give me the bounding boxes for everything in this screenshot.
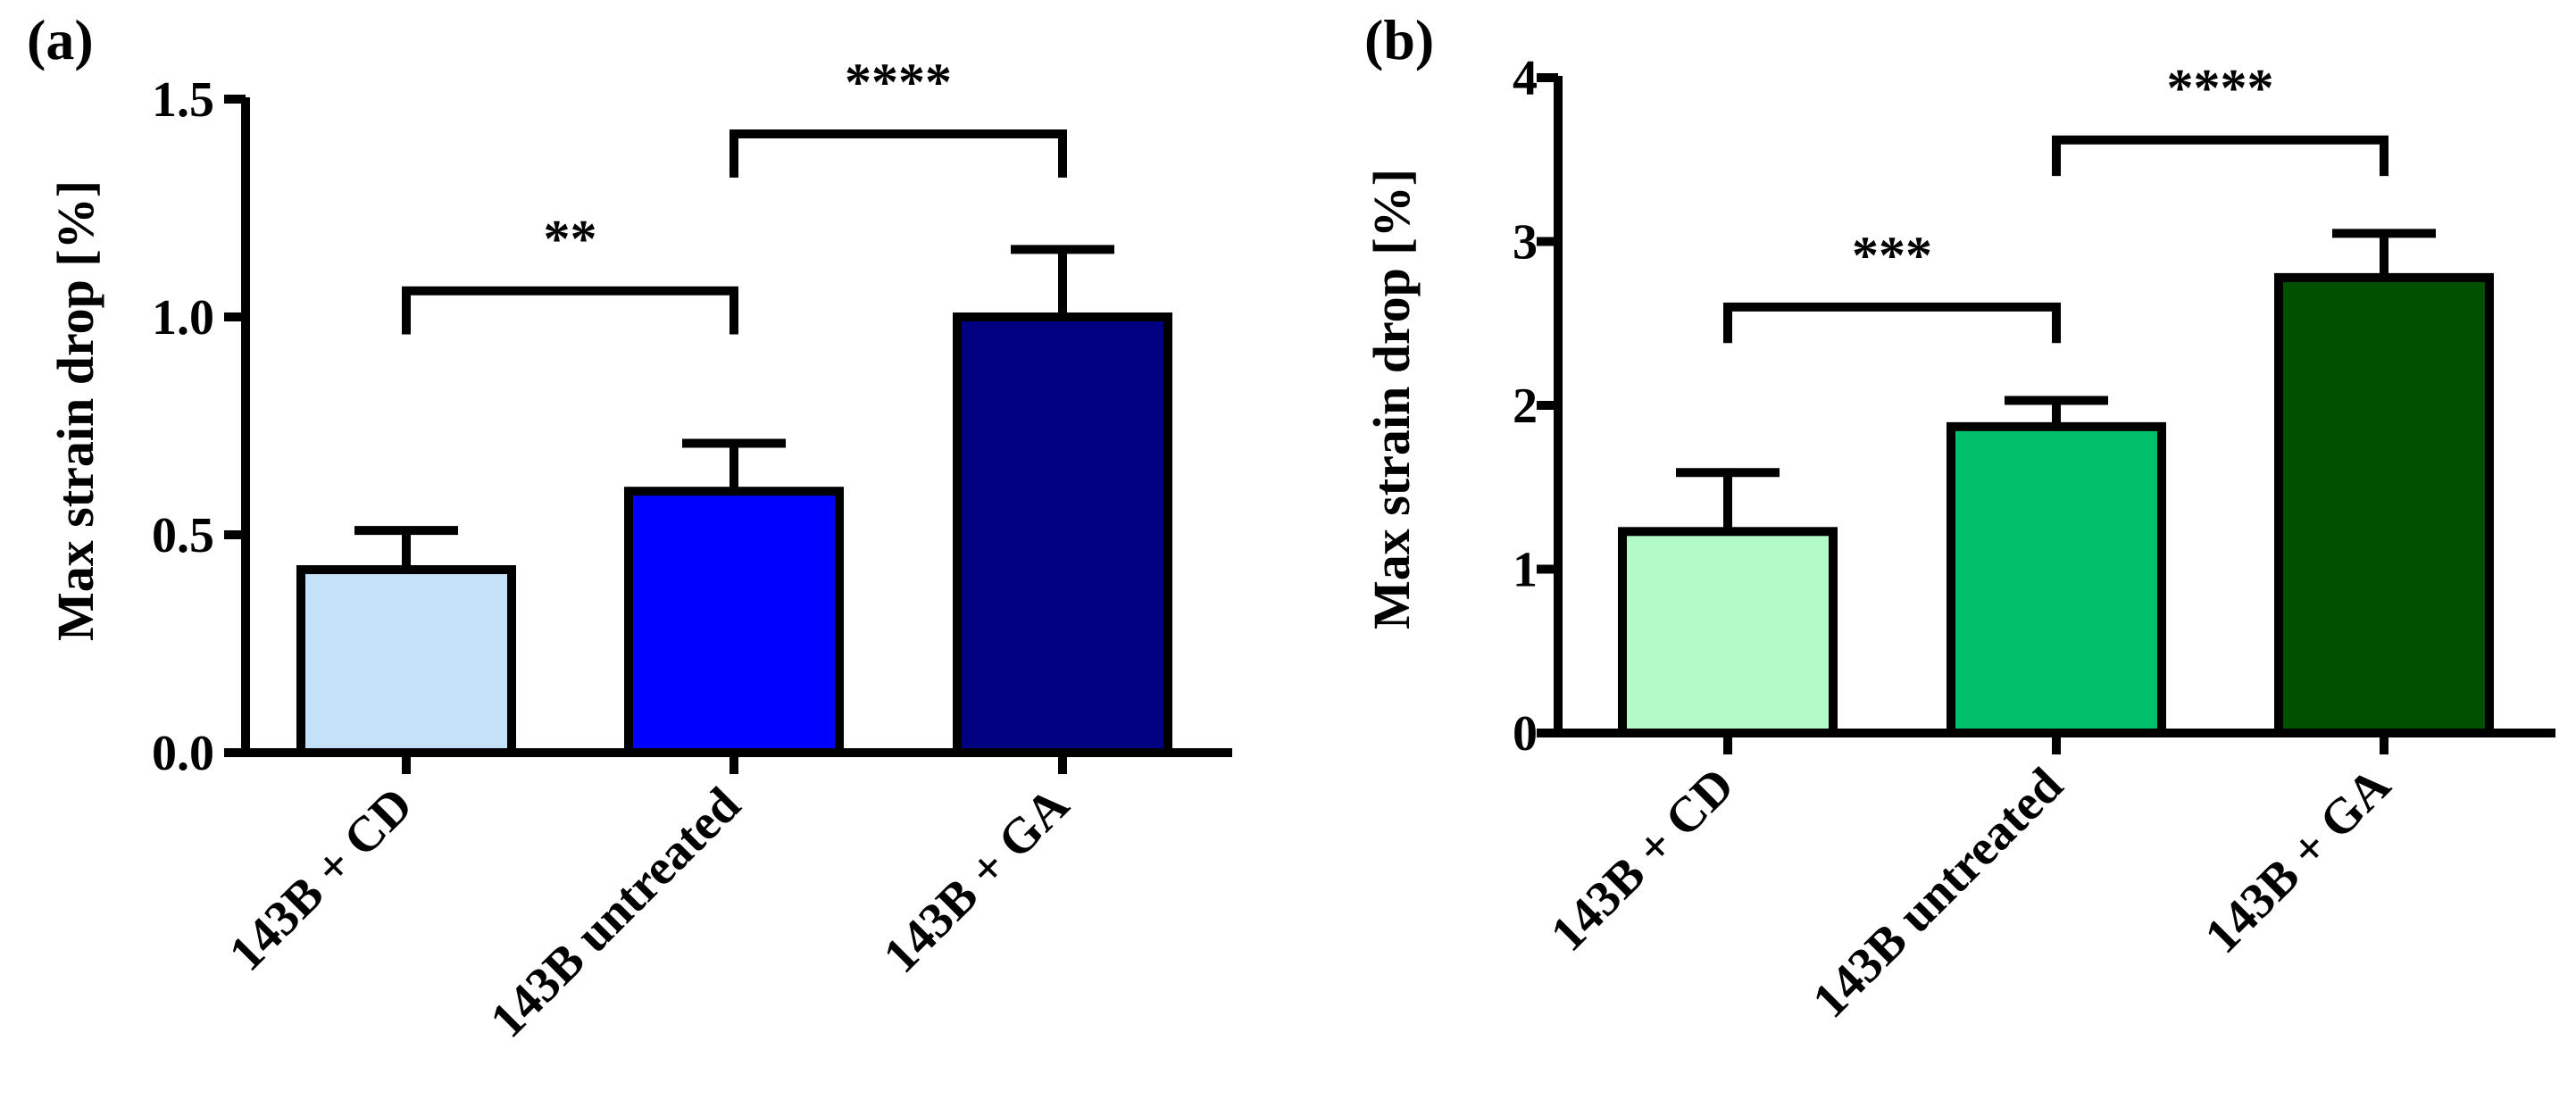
significance-bracket [729, 129, 1067, 178]
significance-label: ** [544, 210, 597, 269]
y-tick-label: 1 [1513, 543, 1538, 598]
y-tick-label: 0.5 [152, 508, 214, 563]
y-axis-label: Max strain drop [%] [46, 180, 104, 641]
significance-label: **** [845, 53, 952, 112]
significance-bracket [2052, 135, 2388, 177]
bar [624, 487, 844, 757]
significance-label: **** [2167, 59, 2274, 118]
bar [953, 312, 1172, 757]
chart-panel-1: (a) Max strain drop [%] 0.0 0.5 1.0 1.5 143B +… [27, 8, 1232, 1048]
x-tick-label: 143B untreated [1802, 757, 2073, 1029]
significance-label: *** [1852, 226, 1932, 285]
panel-label: (a) [27, 8, 94, 71]
y-tick-label: 1.0 [152, 290, 214, 346]
y-tick-label: 2 [1513, 379, 1538, 434]
y-tick-label: 4 [1513, 51, 1538, 106]
y-tick-label: 1.5 [152, 72, 214, 128]
bar [1947, 421, 2166, 737]
chart-panel-2: (b) Max strain drop [%] 0 1 2 3 4 143B + CD 143B… [1363, 8, 2555, 1029]
bar [2274, 272, 2494, 737]
x-tick-label: 143B untreated [479, 777, 751, 1048]
x-tick-label: 143B + GA [2195, 757, 2402, 964]
y-tick-label: 0 [1513, 706, 1538, 762]
bar [296, 565, 516, 757]
x-tick-label: 143B + CD [219, 777, 423, 981]
bar [1618, 527, 1838, 737]
y-axis-label: Max strain drop [%] [1363, 169, 1421, 629]
y-tick-label: 3 [1513, 215, 1538, 271]
x-tick-label: 143B + CD [1540, 757, 1745, 962]
y-tick-label: 0.0 [152, 726, 214, 781]
panel-label: (b) [1364, 8, 1434, 71]
x-tick-label: 143B + GA [873, 777, 1080, 984]
significance-bracket [402, 286, 738, 335]
significance-bracket [1723, 302, 2061, 344]
